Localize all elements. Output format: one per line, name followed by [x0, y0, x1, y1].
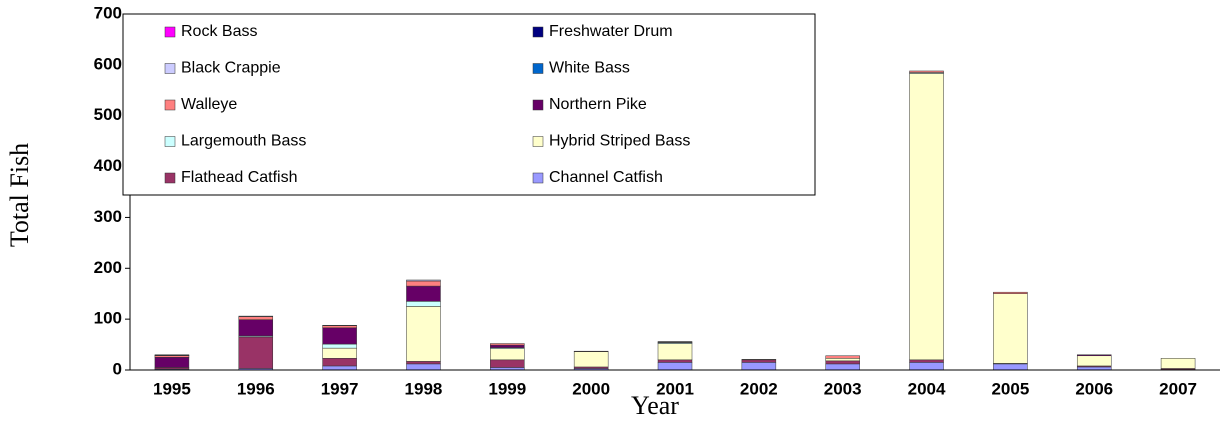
bar-segment [406, 279, 441, 282]
bar-segment [993, 363, 1028, 371]
bar-segment [657, 343, 693, 361]
y-tick-label: 300 [94, 207, 122, 226]
legend-swatch [164, 63, 176, 74]
x-tick-label: 2001 [656, 379, 694, 398]
x-tick-label: 2007 [1159, 379, 1197, 398]
legend-label: Channel Catfish [549, 169, 663, 186]
legend-label: White Bass [549, 60, 630, 77]
bar-segment [909, 70, 944, 73]
bar-segment [1076, 354, 1112, 357]
bar-segment [825, 360, 860, 365]
x-tick-label: 1999 [488, 379, 526, 398]
legend-label: Rock Bass [181, 23, 257, 40]
bar-segment [154, 357, 190, 368]
bar-segment [657, 362, 693, 371]
legend-swatch [164, 99, 176, 111]
bar-segment [406, 361, 441, 365]
bar-segment [573, 351, 609, 368]
legend-label: Black Crappie [181, 60, 281, 77]
bar-segment [490, 343, 525, 346]
bar-segment [322, 347, 357, 359]
bar-segment [825, 355, 860, 359]
x-tick-label: 2002 [740, 379, 778, 398]
bar-segment [238, 316, 274, 320]
bar-segment [909, 73, 944, 361]
y-axis-label: Total Fish [5, 143, 34, 247]
bar-segment [406, 285, 441, 302]
bar-segment [490, 348, 525, 361]
bar-segment [322, 327, 357, 345]
bar-segment [154, 354, 190, 356]
bar-segment [406, 306, 441, 362]
bar-segment [741, 359, 777, 361]
x-tick-label: 2000 [572, 379, 610, 398]
bar-segment [406, 363, 441, 371]
legend-swatch [532, 26, 544, 38]
legend-swatch [532, 99, 544, 111]
legend-label: Largemouth Bass [181, 133, 306, 150]
bar-segment [490, 344, 525, 348]
legend-swatch [532, 136, 544, 147]
bar-segment [657, 341, 693, 343]
legend-label: Freshwater Drum [549, 23, 673, 40]
bar-segment [322, 324, 357, 327]
legend-swatch [164, 136, 176, 147]
bar-segment [238, 315, 274, 317]
y-tick-label: 200 [94, 258, 122, 277]
bar-segment [741, 362, 777, 371]
y-tick-label: 400 [94, 156, 122, 175]
legend-swatch [532, 63, 544, 74]
bar-segment [909, 362, 944, 371]
bar-segment [406, 301, 441, 307]
bar-segment [909, 359, 944, 363]
x-tick-label: 1996 [237, 379, 275, 398]
bar-segment [573, 350, 609, 352]
bar-segment [238, 319, 274, 337]
bar-segment [993, 293, 1028, 364]
bar-segment [322, 343, 357, 349]
bar-segment [825, 358, 860, 362]
x-tick-label: 2003 [824, 379, 862, 398]
legend-swatch [164, 26, 176, 38]
bar-segment [322, 365, 357, 371]
x-tick-label: 2006 [1075, 379, 1113, 398]
x-tick-label: 1998 [405, 379, 443, 398]
y-tick-label: 500 [94, 105, 122, 124]
legend-label: Flathead Catfish [181, 169, 298, 186]
legend-swatch [532, 172, 544, 184]
x-tick-label: 1997 [321, 379, 359, 398]
bar-segment [406, 280, 441, 287]
y-tick-label: 0 [113, 359, 122, 378]
x-tick-label: 1995 [153, 379, 191, 398]
legend-label: Hybrid Striped Bass [549, 133, 690, 150]
y-tick-label: 700 [94, 3, 122, 22]
legend-swatch [164, 172, 176, 184]
bar-segment [993, 291, 1028, 294]
legend-box [122, 13, 816, 196]
bar-segment [322, 325, 357, 329]
legend-label: Northern Pike [549, 96, 647, 113]
y-tick-label: 600 [94, 54, 122, 73]
x-axis-label: Year [631, 391, 679, 420]
bar-segment [238, 336, 274, 369]
x-tick-label: 2005 [991, 379, 1029, 398]
bar-segment [657, 359, 693, 363]
bar-segment [1160, 358, 1196, 369]
bar-segment [825, 363, 860, 371]
bar-segment [741, 359, 777, 363]
x-tick-label: 2004 [908, 379, 946, 398]
bar-segment [1076, 355, 1112, 367]
bar-segment [490, 359, 525, 368]
bar-segment [322, 358, 357, 367]
y-tick-label: 100 [94, 309, 122, 328]
legend-label: Walleye [181, 96, 237, 113]
